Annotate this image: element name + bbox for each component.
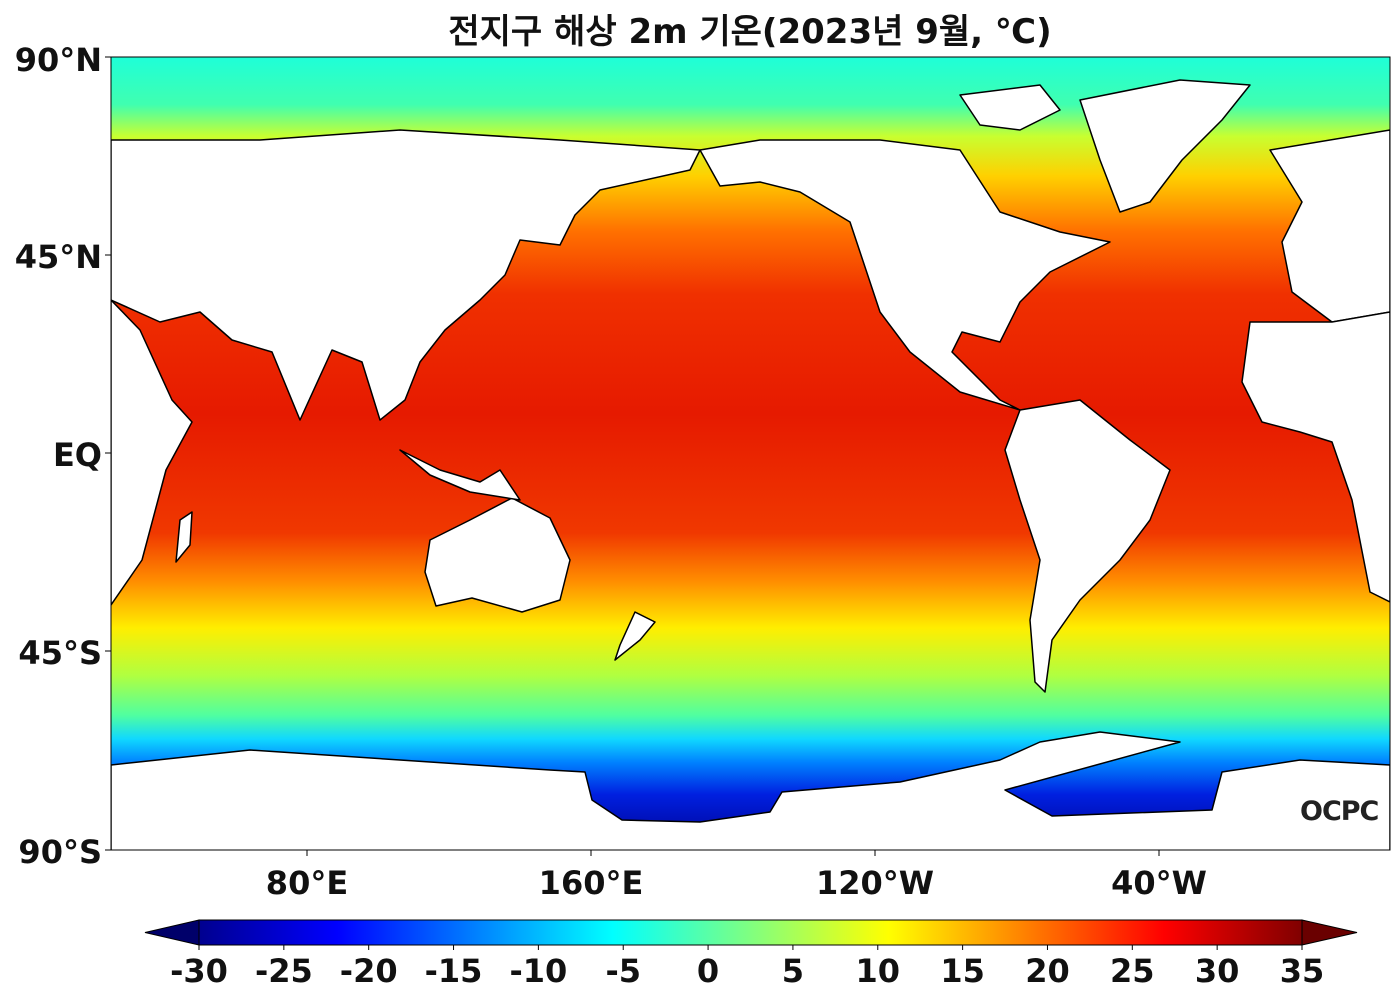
colorbar-gradient xyxy=(198,919,1303,946)
lat-label-90n: 90°N xyxy=(14,41,102,79)
colorbar-tick-label: -30 xyxy=(170,952,228,990)
land-africa-east xyxy=(111,299,193,606)
colorbar-extend-high xyxy=(1301,919,1358,946)
lon-label-40w: 40°W xyxy=(1111,864,1207,902)
land-europe xyxy=(1269,129,1390,323)
land-greenland xyxy=(1079,79,1251,213)
colorbar-tick-label: -25 xyxy=(254,952,313,990)
colorbar-tick-label: 10 xyxy=(855,952,901,990)
colorbar-tick-label: 35 xyxy=(1279,952,1325,990)
colorbar-tick-label: -10 xyxy=(509,952,568,990)
map-title: 전지구 해상 2m 기온(2023년 9월, ℃) xyxy=(448,12,1052,52)
ocpc-logo: OCPC xyxy=(1300,796,1379,827)
lat-label-90s: 90°S xyxy=(18,833,102,871)
colorbar xyxy=(144,919,1358,950)
land-south-america xyxy=(1004,399,1171,693)
lat-label-eq: EQ xyxy=(52,436,102,474)
land-north-america xyxy=(699,139,1111,411)
map-plot-area xyxy=(111,57,1390,850)
colorbar-tick-label: 15 xyxy=(940,952,985,990)
land-masses xyxy=(111,79,1390,850)
land-indonesia xyxy=(399,449,521,501)
land-antarctica xyxy=(111,731,1390,850)
colorbar-tick-label: -20 xyxy=(339,952,398,990)
colorbar-tick-label: 20 xyxy=(1025,952,1070,990)
colorbar-tick-label: -5 xyxy=(605,952,641,990)
land-africa-west xyxy=(1241,311,1390,603)
colorbar-extend-low xyxy=(144,919,200,946)
land-arctic-islands xyxy=(959,84,1061,131)
colorbar-tick-label: -15 xyxy=(424,952,483,990)
lon-label-160e: 160°E xyxy=(538,864,644,902)
colorbar-tick-label: 0 xyxy=(696,952,720,990)
land-madagascar xyxy=(175,511,193,563)
lon-label-80e: 80°E xyxy=(265,864,349,902)
axis-ticks xyxy=(105,56,1160,856)
colorbar-tick-label: 25 xyxy=(1110,952,1155,990)
colorbar-tick-label: 30 xyxy=(1194,952,1240,990)
colorbar-tick-label: 5 xyxy=(781,952,805,990)
land-new-zealand xyxy=(614,611,656,661)
lat-label-45s: 45°S xyxy=(18,634,102,672)
lon-label-120w: 120°W xyxy=(815,864,935,902)
land-australia xyxy=(424,497,571,613)
lat-label-45n: 45°N xyxy=(14,238,102,276)
